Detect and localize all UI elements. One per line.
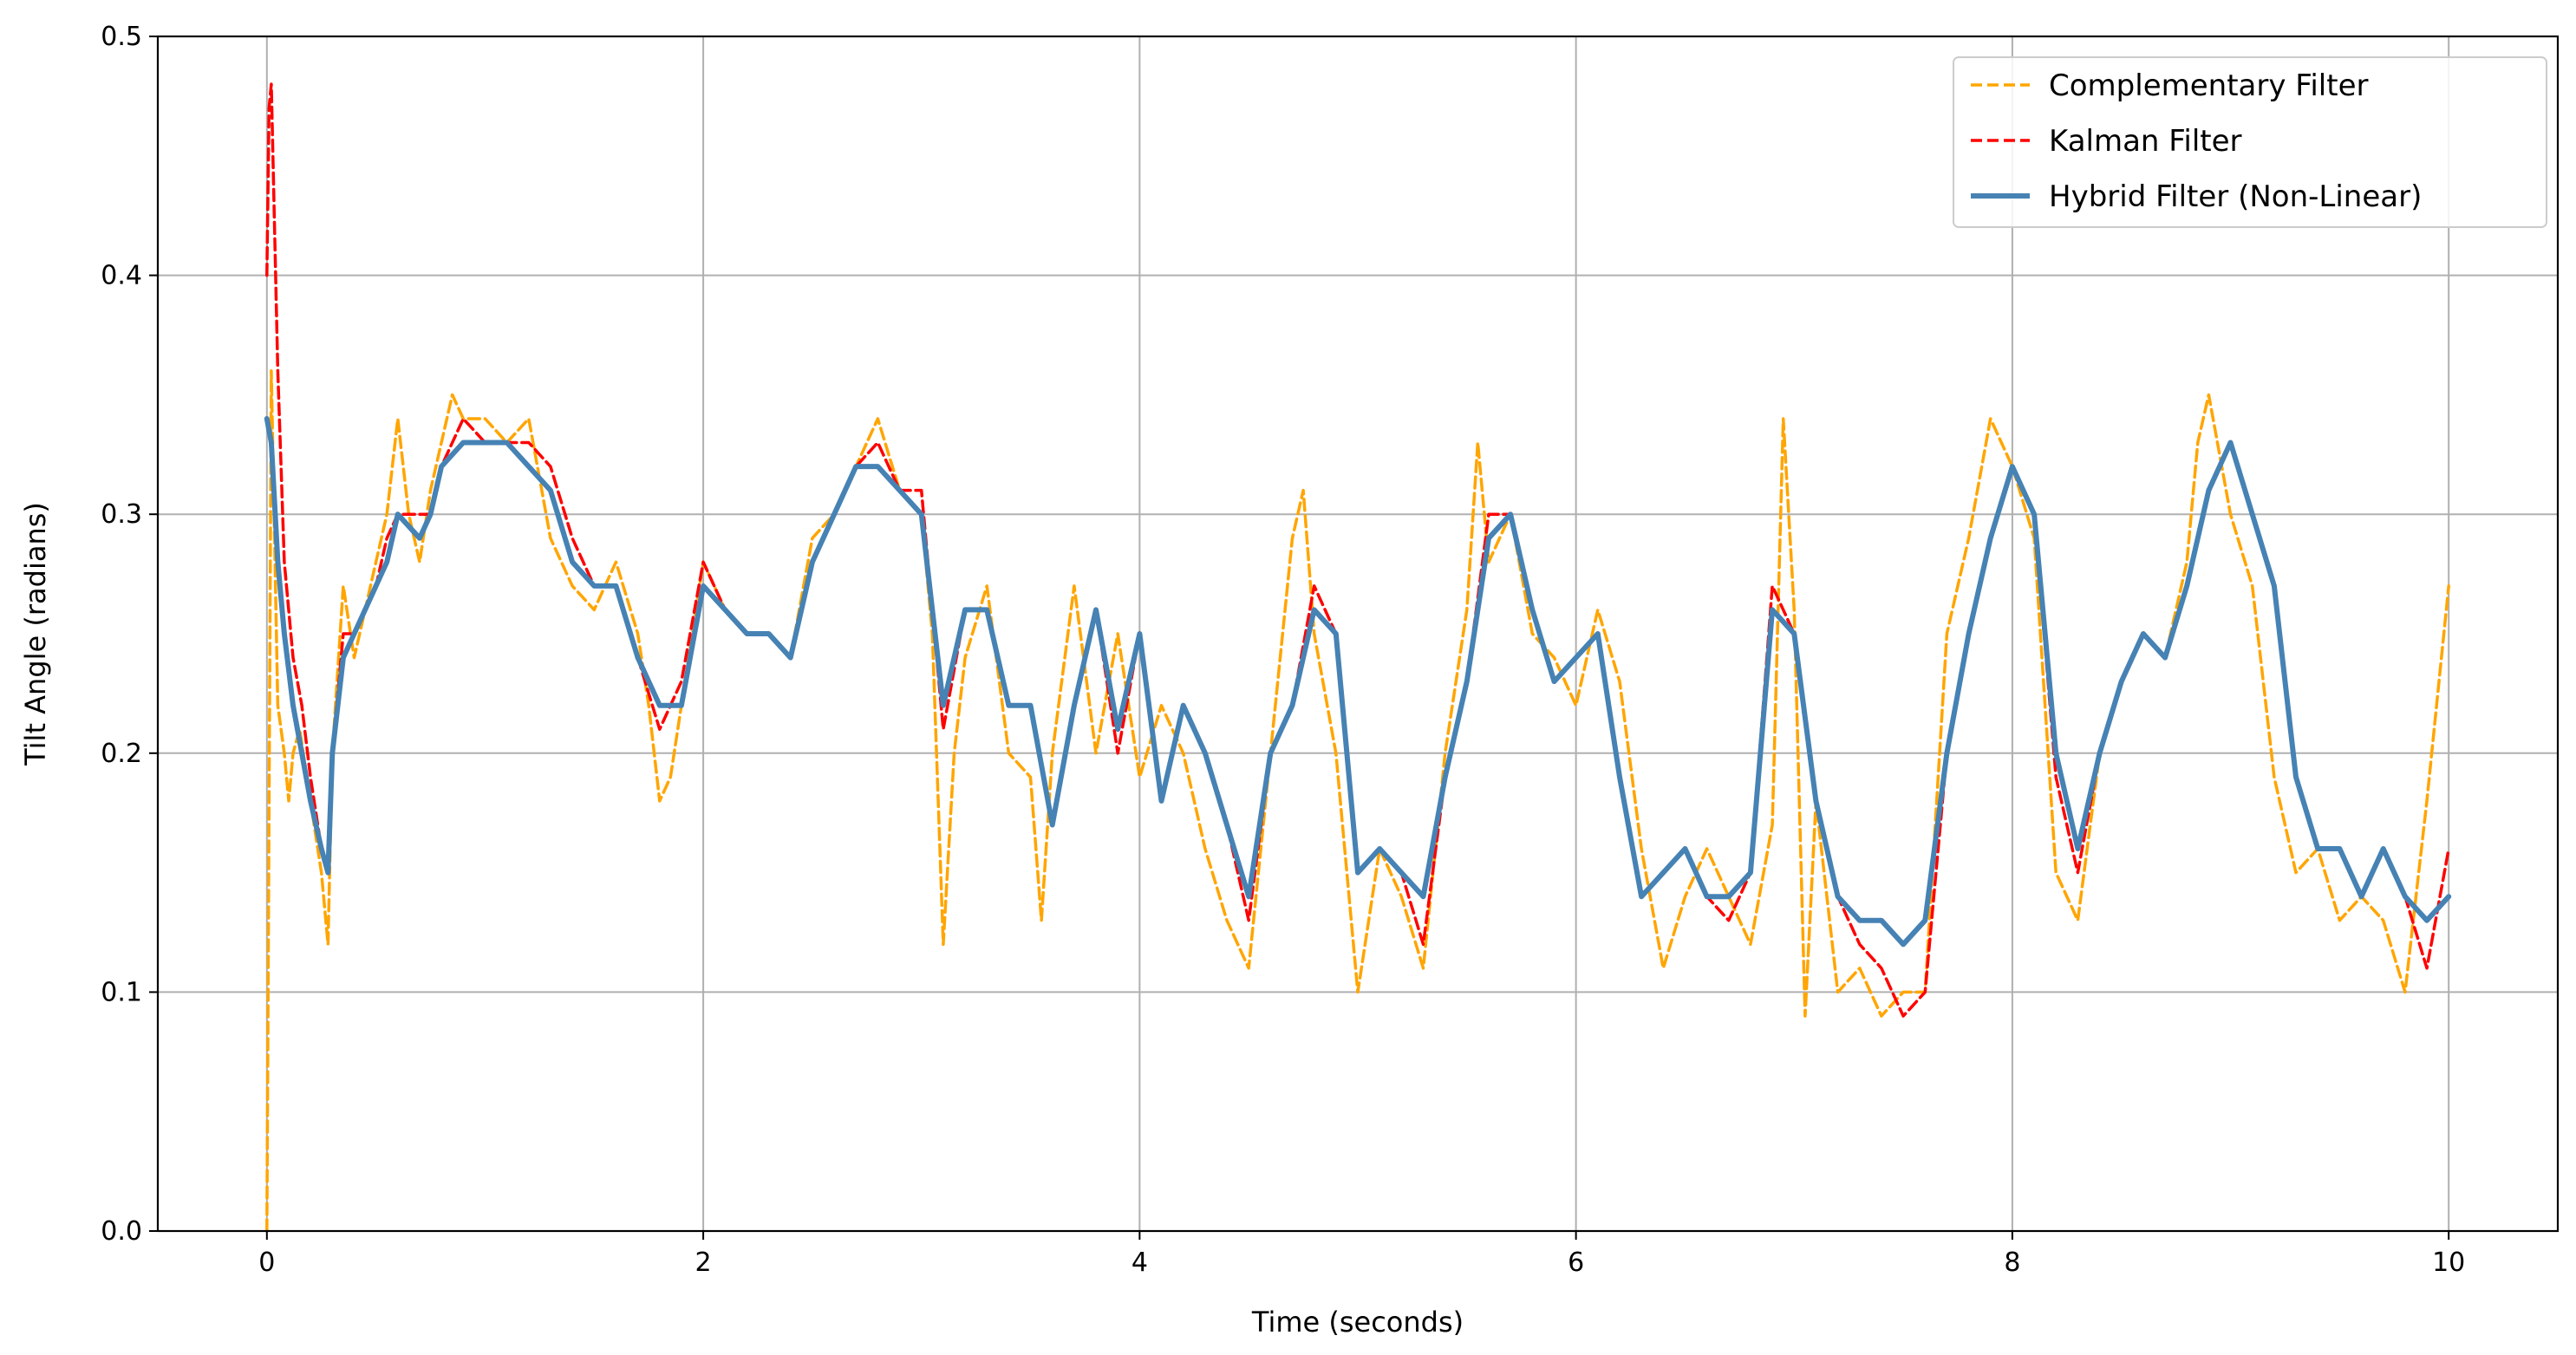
series-layer	[264, 82, 2452, 1233]
plot-frame	[156, 35, 2560, 1233]
y-tick-label: 0.4	[101, 261, 142, 291]
legend: Complementary Filter Kalman Filter Hybrid …	[1953, 56, 2547, 228]
y-tick-label: 0.0	[101, 1216, 142, 1247]
x-tick-label: 8	[2004, 1248, 2020, 1278]
x-tick-label: 10	[2432, 1248, 2465, 1278]
y-tick-label: 0.1	[101, 977, 142, 1007]
x-tick-label: 0	[258, 1248, 275, 1278]
legend-label-1: Complementary Filter	[2049, 68, 2368, 103]
y-axis-label: Tilt Angle (radians)	[19, 502, 52, 766]
y-tick-label: 0.2	[101, 739, 142, 769]
x-tick-label: 2	[695, 1248, 712, 1278]
y-tick-label: 0.3	[101, 499, 142, 530]
legend-box	[1953, 56, 2547, 228]
axis-ticks: 0 2 4 6 8 10 0.0 0.1 0.2 0.3 0.4 0.5	[101, 22, 2465, 1278]
x-axis-label: Time (seconds)	[1251, 1306, 1464, 1339]
series-line-1	[265, 369, 2450, 1233]
x-tick-label: 6	[1568, 1248, 1584, 1278]
y-tick-label: 0.5	[101, 22, 142, 52]
x-tick-label: 4	[1131, 1248, 1148, 1278]
legend-label-2: Kalman Filter	[2049, 124, 2242, 159]
series-line-3	[264, 416, 2452, 948]
legend-label-3: Hybrid Filter (Non-Linear)	[2049, 179, 2422, 214]
